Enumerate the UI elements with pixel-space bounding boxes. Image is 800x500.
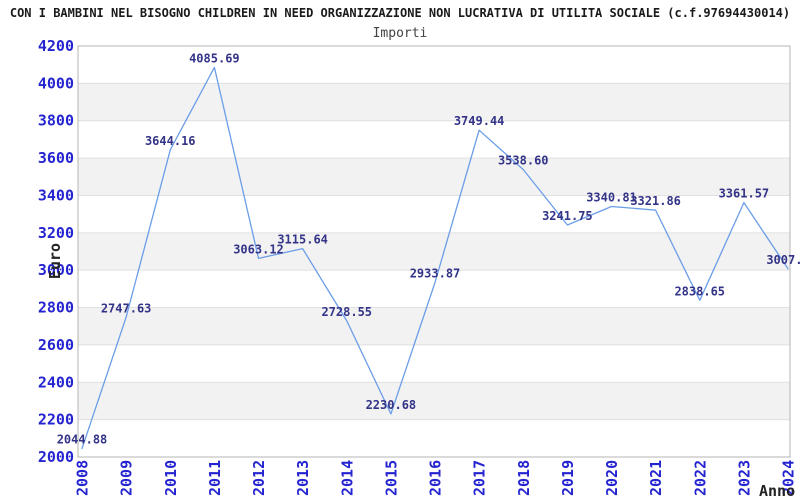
x-tick-label: 2016 <box>427 460 445 496</box>
y-tick-label: 3000 <box>38 261 74 279</box>
x-tick-label: 2014 <box>338 460 356 496</box>
x-tick-label: 2013 <box>294 460 312 496</box>
data-point-label: 3321.86 <box>630 194 681 208</box>
y-tick-label: 2400 <box>38 373 74 391</box>
data-point-label: 4085.69 <box>189 51 240 65</box>
data-point-label: 3063.12 <box>233 242 284 256</box>
data-point-label: 3749.44 <box>454 114 505 128</box>
x-tick-label: 2022 <box>691 460 709 496</box>
y-tick-label: 4000 <box>38 74 74 92</box>
plot-band <box>78 158 790 196</box>
data-point-label: 2747.63 <box>101 301 152 315</box>
y-tick-label: 2800 <box>38 299 74 317</box>
data-point-label: 2728.55 <box>321 305 372 319</box>
x-tick-label: 2012 <box>250 460 268 496</box>
x-tick-label: 2009 <box>118 460 136 496</box>
x-tick-label: 2008 <box>74 460 92 496</box>
data-point-label: 2044.88 <box>57 433 108 447</box>
data-line <box>81 66 789 450</box>
plot-band <box>78 83 790 121</box>
x-tick-label: 2010 <box>162 460 180 496</box>
y-tick-label: 3600 <box>38 149 74 167</box>
data-point-label: 3538.60 <box>498 154 549 168</box>
data-point-label: 3007.6 <box>766 253 800 267</box>
plot-band <box>78 382 790 420</box>
x-tick-label: 2011 <box>206 460 224 496</box>
chart-title: CON I BAMBINI NEL BISOGNO CHILDREN IN NE… <box>9 6 791 20</box>
y-tick-label: 2600 <box>38 336 74 354</box>
y-tick-label: 4200 <box>38 37 74 55</box>
plot-band <box>78 232 790 271</box>
chart-subtitle: Importi <box>372 26 428 41</box>
data-point-label: 2838.65 <box>674 284 725 298</box>
y-tick-label: 3200 <box>38 224 74 242</box>
x-tick-label: 2024 <box>780 460 798 496</box>
x-tick-label: 2020 <box>603 460 621 496</box>
x-tick-label: 2021 <box>647 460 665 496</box>
y-tick-label: 3400 <box>38 186 74 204</box>
y-tick-label: 2200 <box>38 411 74 429</box>
y-tick-label: 2000 <box>38 448 74 466</box>
y-tick-label: 3800 <box>38 112 74 130</box>
data-point-label: 3361.57 <box>719 187 770 201</box>
x-tick-label: 2015 <box>382 460 400 496</box>
x-tick-label: 2017 <box>471 460 489 496</box>
x-tick-label: 2023 <box>735 460 753 496</box>
x-tick-label: 2019 <box>559 460 577 496</box>
data-point-label: 2933.87 <box>410 267 461 281</box>
data-point-label: 3644.16 <box>145 134 196 148</box>
x-tick-label: 2018 <box>515 460 533 496</box>
y-axis-title: Euro <box>46 242 64 280</box>
data-point-label: 3115.64 <box>277 233 328 247</box>
plot-frame <box>77 45 791 458</box>
data-point-label: 2230.68 <box>366 398 417 412</box>
x-axis-title: Anno <box>759 482 796 500</box>
data-point-label: 3340.81 <box>586 191 637 205</box>
data-point-label: 3241.75 <box>542 209 593 223</box>
plot-band <box>78 307 790 345</box>
